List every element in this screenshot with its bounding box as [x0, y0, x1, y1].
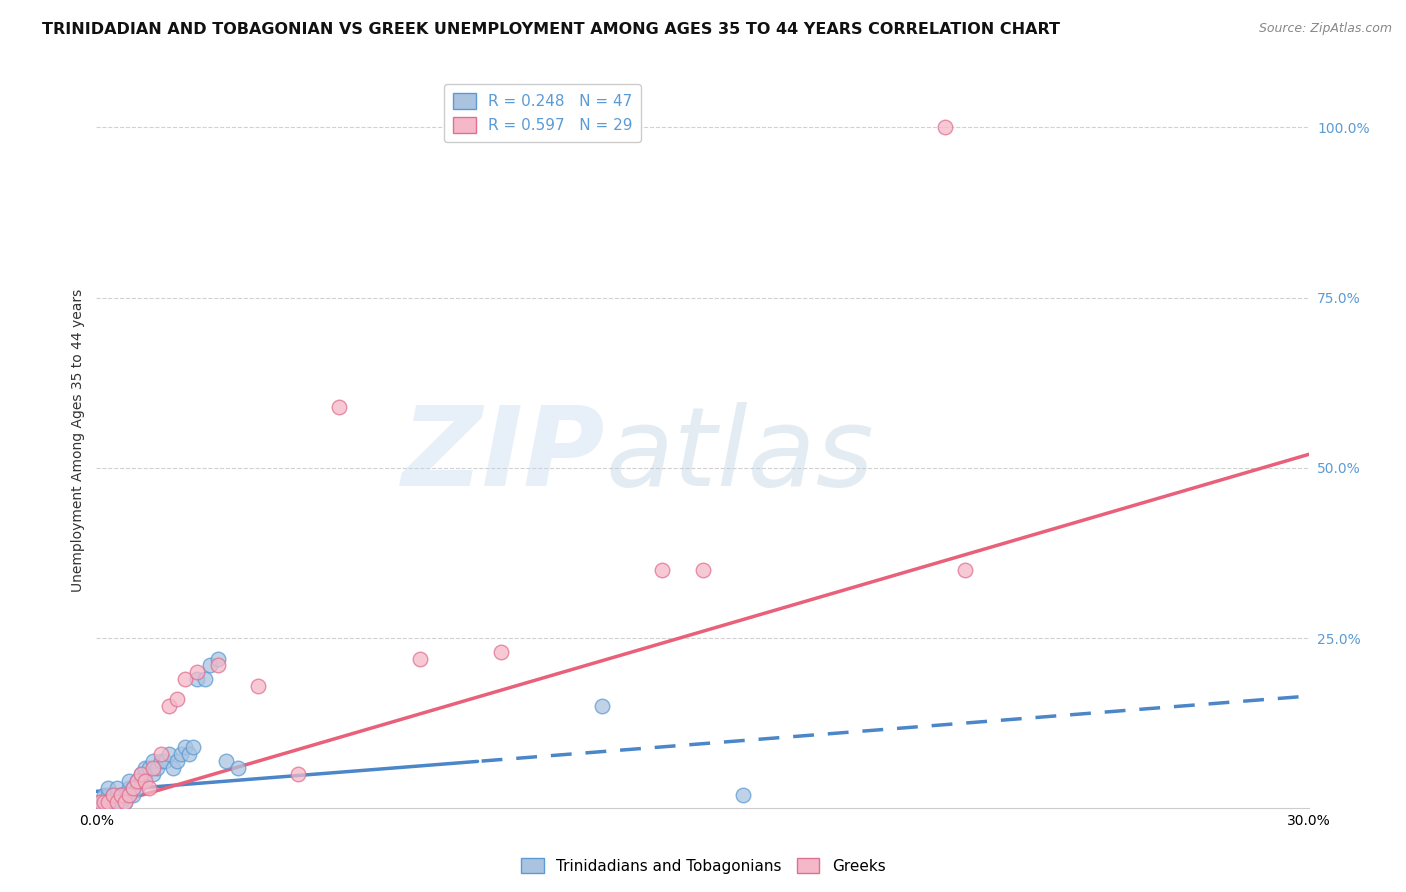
Point: [651, 563, 673, 577]
Point: [153, 754, 176, 768]
Point: [134, 760, 156, 774]
Point: [328, 400, 350, 414]
Point: [134, 767, 156, 781]
Point: [174, 740, 197, 755]
Point: [247, 679, 270, 693]
Point: [142, 760, 165, 774]
Point: [105, 795, 128, 809]
Point: [101, 795, 124, 809]
Point: [114, 795, 136, 809]
Point: [409, 651, 432, 665]
Point: [114, 795, 136, 809]
Point: [97, 795, 120, 809]
Point: [101, 788, 124, 802]
Point: [692, 563, 714, 577]
Point: [134, 774, 156, 789]
Point: [733, 788, 755, 802]
Text: TRINIDADIAN AND TOBAGONIAN VS GREEK UNEMPLOYMENT AMONG AGES 35 TO 44 YEARS CORRE: TRINIDADIAN AND TOBAGONIAN VS GREEK UNEM…: [42, 22, 1060, 37]
Point: [129, 767, 152, 781]
Point: [110, 788, 132, 802]
Legend: R = 0.248   N = 47, R = 0.597   N = 29: R = 0.248 N = 47, R = 0.597 N = 29: [443, 85, 641, 142]
Point: [150, 747, 173, 761]
Point: [207, 651, 229, 665]
Point: [170, 747, 193, 761]
Point: [118, 788, 141, 802]
Point: [121, 788, 143, 802]
Point: [97, 795, 120, 809]
Point: [183, 740, 205, 755]
Point: [93, 788, 115, 802]
Point: [142, 754, 165, 768]
Text: ZIP: ZIP: [402, 402, 606, 509]
Point: [110, 788, 132, 802]
Point: [93, 795, 115, 809]
Point: [105, 788, 128, 802]
Point: [955, 563, 977, 577]
Point: [215, 754, 238, 768]
Point: [129, 774, 152, 789]
Point: [198, 658, 221, 673]
Point: [287, 767, 309, 781]
Point: [166, 692, 188, 706]
Point: [89, 795, 111, 809]
Point: [118, 780, 141, 795]
Point: [125, 780, 148, 795]
Point: [226, 760, 249, 774]
Point: [93, 795, 115, 809]
Point: [105, 795, 128, 809]
Point: [138, 760, 160, 774]
Point: [121, 780, 143, 795]
Point: [118, 774, 141, 789]
Point: [89, 795, 111, 809]
Point: [166, 754, 188, 768]
Point: [179, 747, 201, 761]
Text: Source: ZipAtlas.com: Source: ZipAtlas.com: [1258, 22, 1392, 36]
Point: [162, 760, 184, 774]
Point: [186, 672, 208, 686]
Point: [125, 774, 148, 789]
Text: atlas: atlas: [606, 402, 875, 509]
Point: [125, 774, 148, 789]
Point: [138, 780, 160, 795]
Point: [105, 780, 128, 795]
Legend: Trinidadians and Tobagonians, Greeks: Trinidadians and Tobagonians, Greeks: [515, 852, 891, 880]
Point: [142, 767, 165, 781]
Point: [114, 788, 136, 802]
Point: [207, 658, 229, 673]
Point: [194, 672, 217, 686]
Point: [150, 754, 173, 768]
Point: [110, 795, 132, 809]
Point: [146, 760, 169, 774]
Point: [489, 645, 512, 659]
Point: [101, 788, 124, 802]
Point: [934, 120, 956, 135]
Point: [186, 665, 208, 680]
Point: [157, 747, 180, 761]
Point: [118, 788, 141, 802]
Point: [591, 699, 613, 714]
Point: [129, 767, 152, 781]
Point: [174, 672, 197, 686]
Point: [157, 699, 180, 714]
Point: [97, 788, 120, 802]
Y-axis label: Unemployment Among Ages 35 to 44 years: Unemployment Among Ages 35 to 44 years: [72, 289, 86, 592]
Point: [121, 780, 143, 795]
Point: [97, 780, 120, 795]
